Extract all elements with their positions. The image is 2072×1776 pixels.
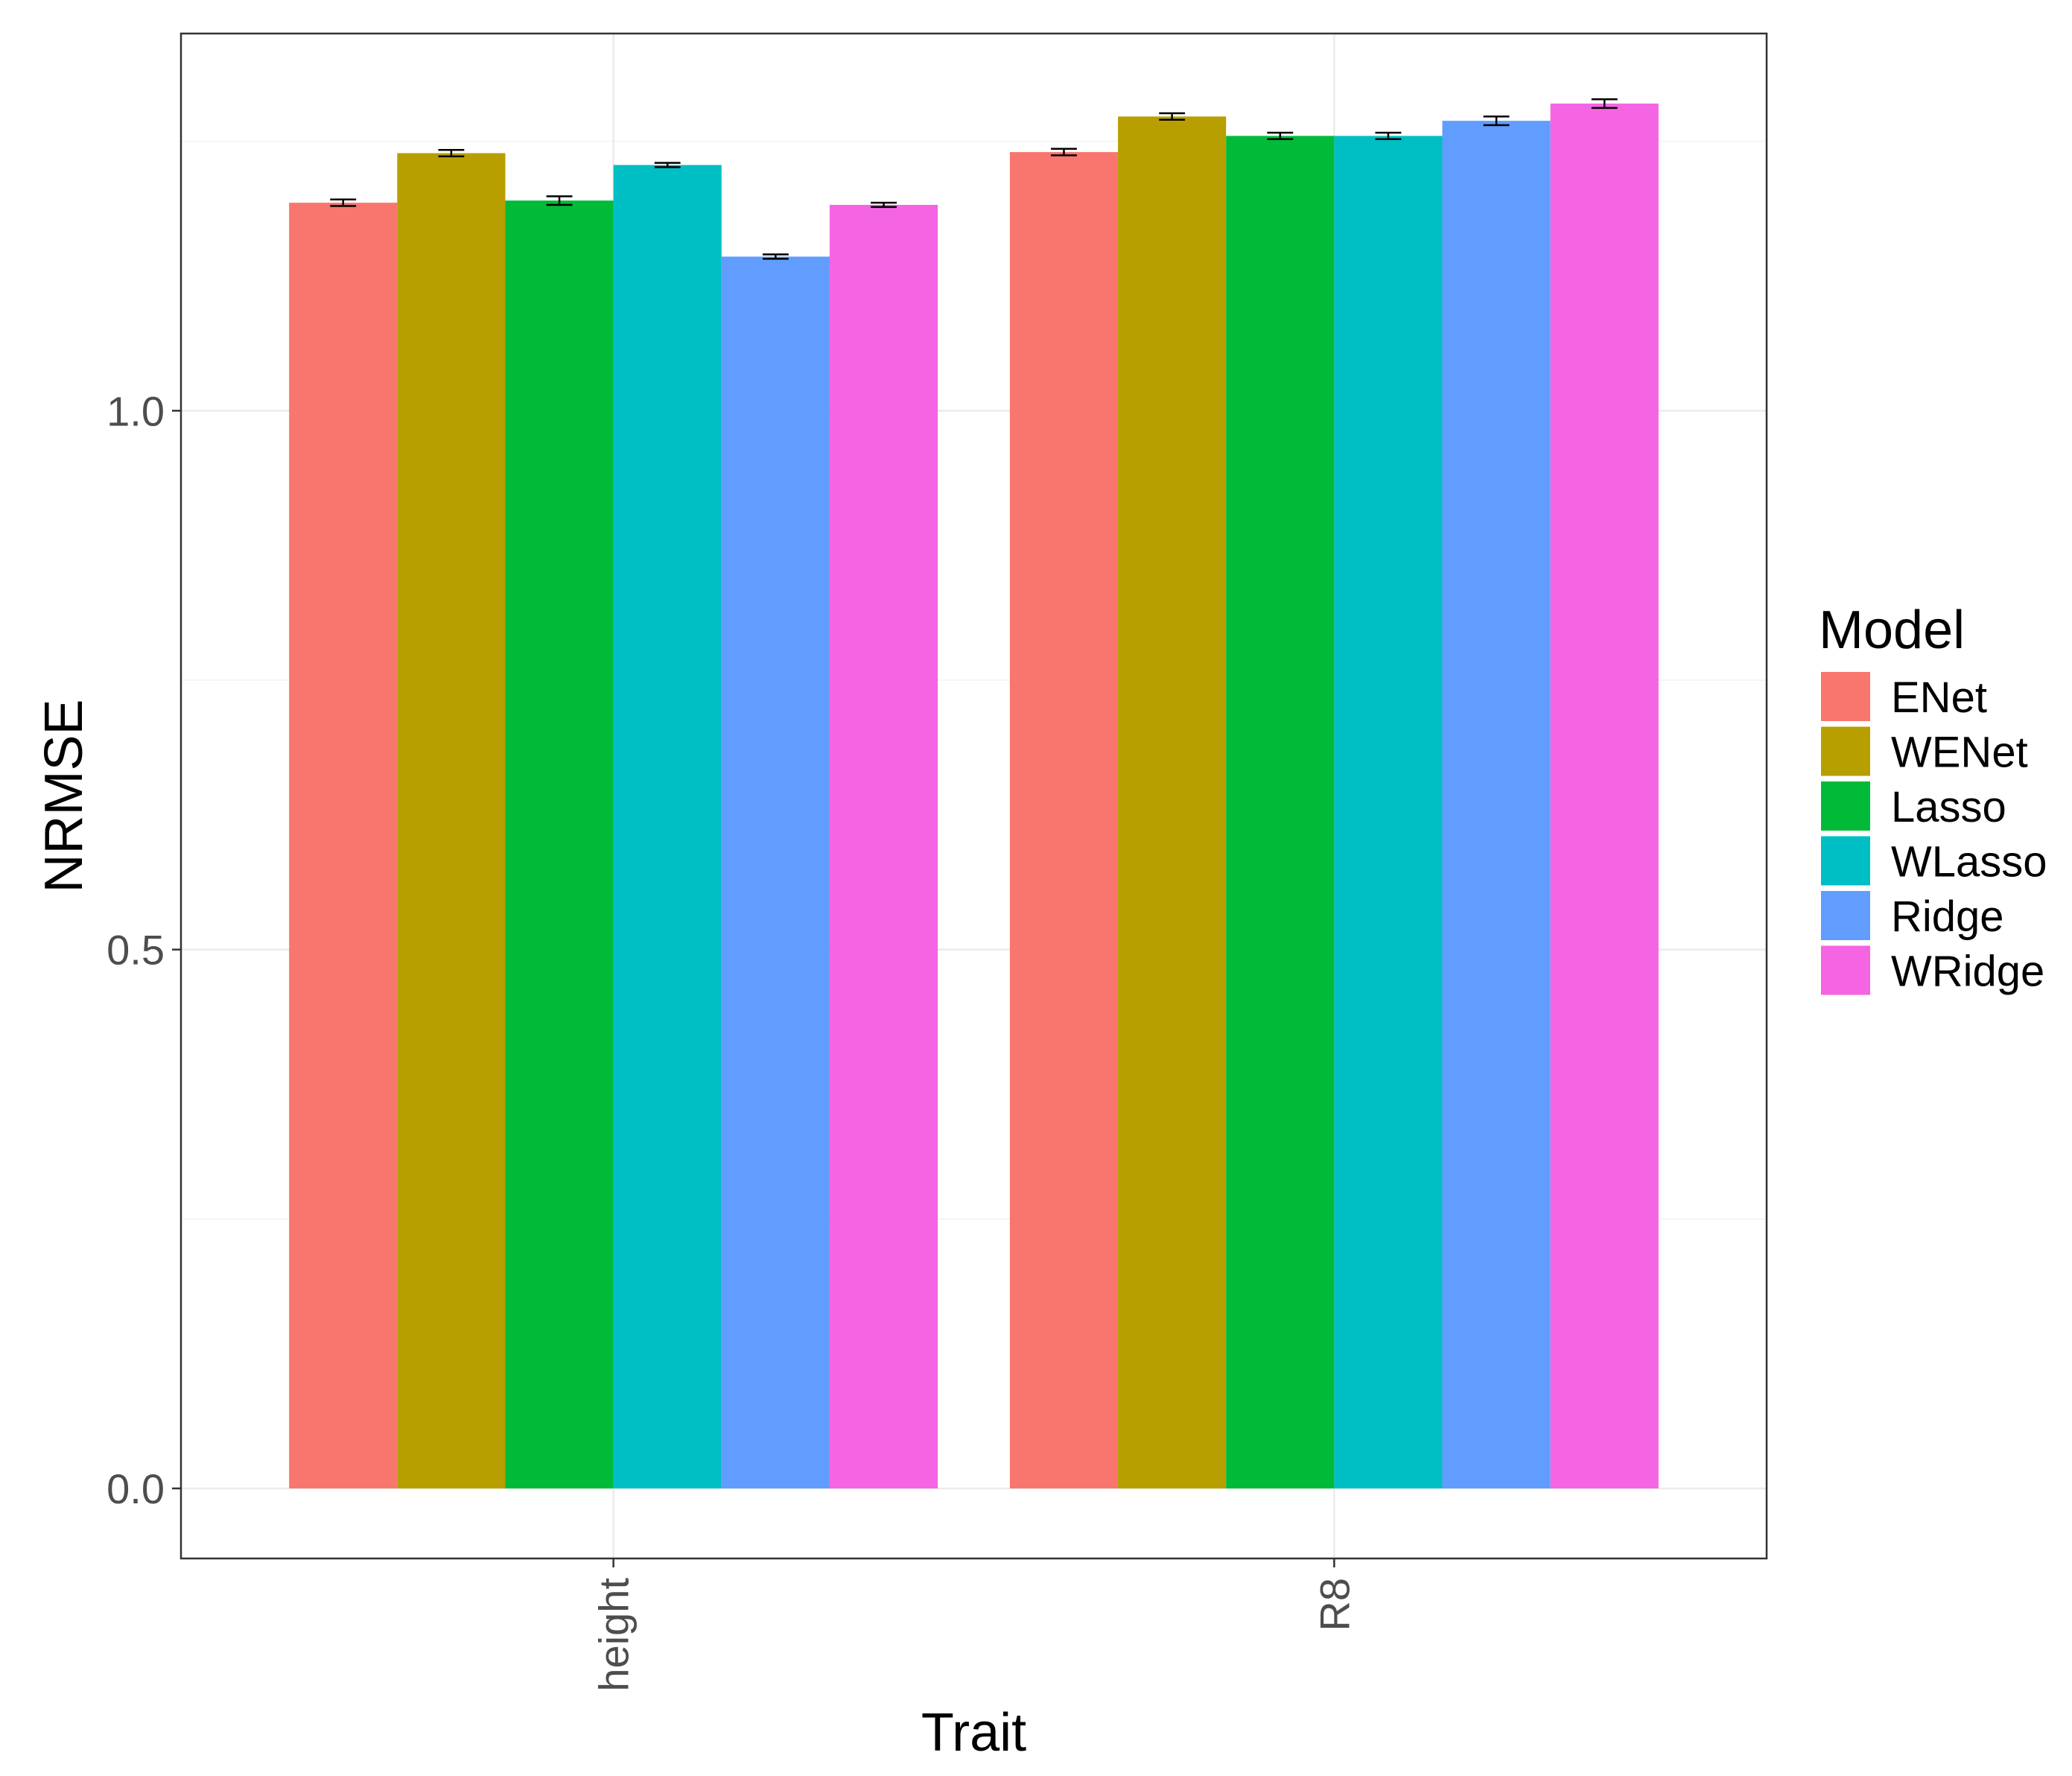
- legend-item-wridge: WRidge: [1821, 945, 2044, 996]
- errorbar-ridge-r8: [1483, 115, 1510, 127]
- bar-wridge-height: [829, 205, 938, 1488]
- legend-key-swatch: [1821, 891, 1870, 940]
- bar-wenet-height: [397, 153, 506, 1488]
- bar-ridge-height: [721, 256, 830, 1488]
- errorbar-ridge-height: [762, 253, 789, 260]
- legend-key-swatch: [1821, 672, 1870, 721]
- legend-label: WENet: [1891, 729, 2028, 777]
- errorbar-lasso-height: [546, 195, 573, 206]
- legend-label: WRidge: [1891, 948, 2044, 996]
- legend-key-swatch: [1821, 945, 1870, 995]
- legend-label: Lasso: [1891, 783, 2006, 831]
- bar-wlasso-height: [613, 165, 722, 1488]
- y-axis-title: NRMSE: [34, 699, 94, 892]
- legend-item-ridge: Ridge: [1821, 891, 2004, 941]
- y-tick-label: 0.5: [107, 927, 165, 974]
- y-tick-label: 1.0: [107, 387, 165, 434]
- legend: Model ENet WENet Lasso WLasso Ridge WRidge: [1819, 600, 2047, 996]
- legend-title: Model: [1819, 600, 1965, 660]
- legend-key-swatch: [1821, 726, 1870, 776]
- legend-item-wenet: WENet: [1821, 726, 2028, 777]
- bar-ridge-r8: [1442, 121, 1551, 1488]
- panel-border: [179, 32, 1768, 1560]
- error-bars: [330, 98, 1618, 260]
- legend-label: ENet: [1891, 673, 1987, 722]
- bar-lasso-r8: [1226, 136, 1335, 1488]
- x-axis-title: Trait: [921, 1703, 1026, 1763]
- y-tick-label: 0.0: [107, 1465, 165, 1512]
- errorbar-wridge-r8: [1591, 98, 1618, 110]
- x-axis: height R8: [591, 1558, 1358, 1692]
- legend-key-swatch: [1821, 836, 1870, 886]
- bar-wlasso-r8: [1334, 136, 1443, 1488]
- errorbar-wenet-height: [438, 148, 465, 158]
- y-axis: 0.0 0.5 1.0: [107, 387, 181, 1512]
- bar-wenet-r8: [1118, 116, 1227, 1488]
- bar-enet-r8: [1009, 152, 1119, 1488]
- x-tick-label: height: [591, 1578, 638, 1692]
- bar-enet-height: [289, 203, 398, 1488]
- bar-lasso-height: [505, 200, 614, 1488]
- errorbar-enet-r8: [1051, 148, 1077, 156]
- bars: [289, 104, 1659, 1488]
- legend-item-wlasso: WLasso: [1821, 836, 2047, 887]
- legend-item-lasso: Lasso: [1821, 781, 2006, 831]
- errorbar-wridge-height: [871, 201, 897, 209]
- x-tick-label: R8: [1311, 1578, 1358, 1631]
- errorbar-enet-height: [330, 198, 357, 207]
- plot-panel: [179, 32, 1768, 1560]
- errorbar-wlasso-r8: [1375, 131, 1402, 141]
- legend-key-swatch: [1821, 781, 1870, 831]
- errorbar-wenet-r8: [1159, 112, 1186, 121]
- errorbar-lasso-r8: [1267, 131, 1294, 141]
- legend-label: WLasso: [1891, 838, 2047, 887]
- errorbar-wlasso-height: [654, 162, 681, 168]
- bar-wridge-r8: [1550, 104, 1659, 1488]
- legend-item-enet: ENet: [1821, 672, 1987, 722]
- legend-label: Ridge: [1891, 892, 2004, 941]
